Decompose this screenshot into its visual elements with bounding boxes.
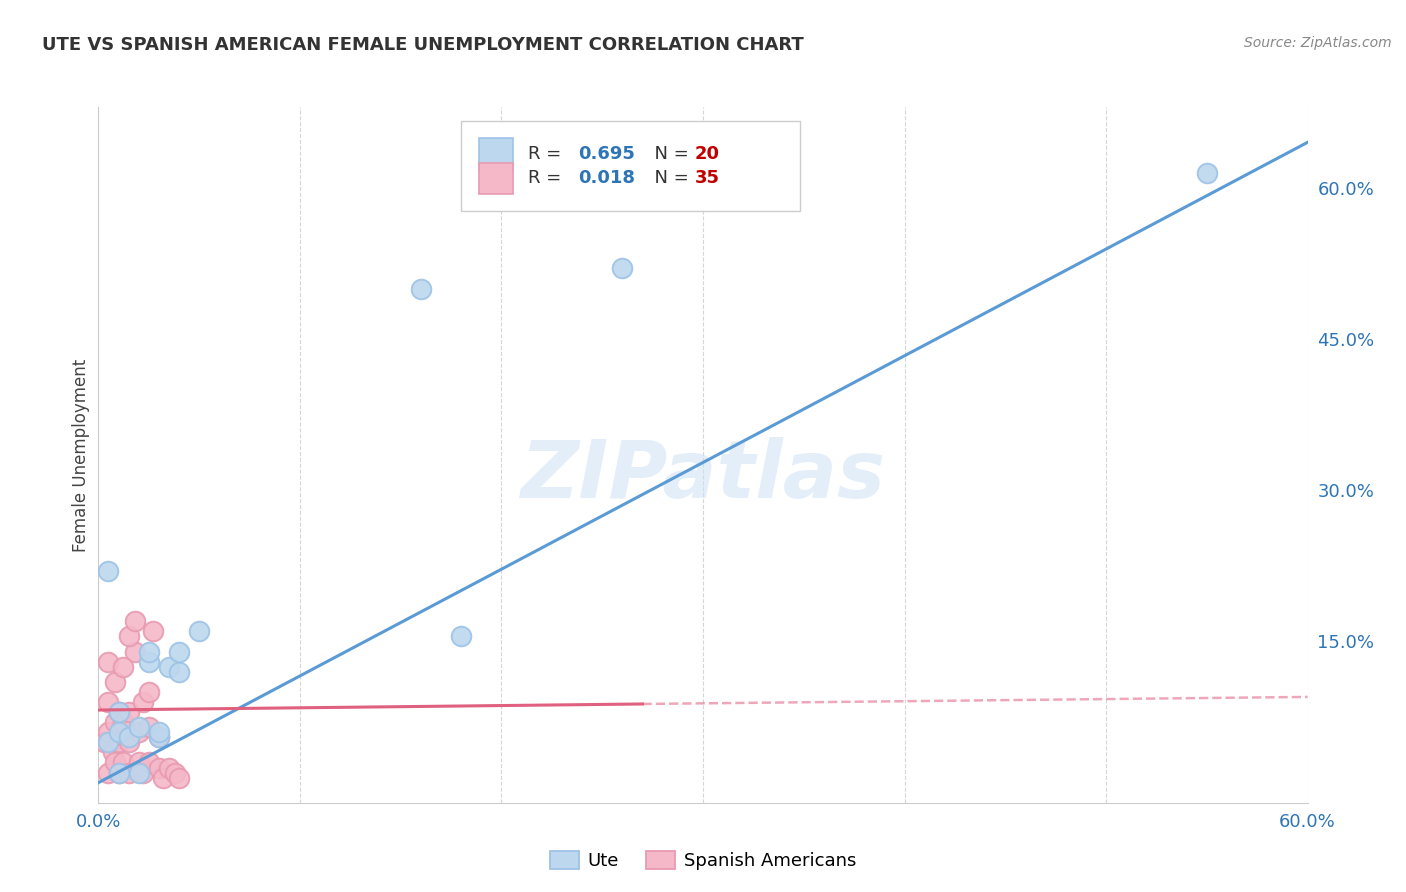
Point: [612, 261, 634, 276]
Point: [97, 655, 120, 669]
Point: [103, 674, 125, 689]
Point: [107, 735, 129, 749]
Point: [97, 564, 120, 578]
Point: [142, 624, 165, 639]
Point: [132, 765, 155, 780]
Point: [148, 731, 170, 745]
Point: [97, 735, 120, 749]
Point: [128, 756, 150, 770]
Point: [103, 715, 125, 730]
Text: 0.018: 0.018: [578, 169, 636, 187]
Text: UTE VS SPANISH AMERICAN FEMALE UNEMPLOYMENT CORRELATION CHART: UTE VS SPANISH AMERICAN FEMALE UNEMPLOYM…: [42, 36, 804, 54]
Point: [124, 644, 146, 658]
FancyBboxPatch shape: [461, 121, 800, 211]
Point: [97, 765, 120, 780]
Text: N =: N =: [643, 169, 695, 187]
Point: [163, 765, 186, 780]
Point: [148, 725, 170, 739]
Point: [148, 760, 170, 774]
Point: [167, 771, 190, 785]
Point: [132, 695, 155, 709]
Text: 20: 20: [695, 145, 720, 163]
Point: [157, 760, 180, 774]
Point: [157, 659, 180, 673]
Point: [138, 655, 160, 669]
Point: [138, 644, 160, 658]
Point: [188, 624, 211, 639]
Point: [124, 615, 146, 629]
Point: [107, 705, 129, 719]
Point: [152, 771, 174, 785]
Text: R =: R =: [527, 145, 567, 163]
Point: [138, 756, 160, 770]
Point: [138, 720, 160, 734]
Text: N =: N =: [643, 145, 695, 163]
Point: [111, 659, 134, 673]
Point: [107, 765, 129, 780]
Point: [118, 629, 141, 643]
Point: [450, 629, 472, 643]
Point: [167, 665, 190, 679]
Text: Source: ZipAtlas.com: Source: ZipAtlas.com: [1244, 36, 1392, 50]
Point: [107, 705, 129, 719]
Point: [148, 731, 170, 745]
Text: ZIPatlas: ZIPatlas: [520, 437, 886, 515]
Point: [128, 720, 150, 734]
Point: [97, 725, 120, 739]
Point: [103, 756, 125, 770]
FancyBboxPatch shape: [479, 138, 513, 169]
Point: [97, 695, 120, 709]
FancyBboxPatch shape: [479, 162, 513, 194]
Point: [128, 725, 150, 739]
Point: [118, 735, 141, 749]
Legend: Ute, Spanish Americans: Ute, Spanish Americans: [543, 844, 863, 877]
Point: [107, 765, 129, 780]
Point: [138, 685, 160, 699]
Text: R =: R =: [527, 169, 567, 187]
Point: [167, 644, 190, 658]
Point: [1195, 165, 1218, 179]
Point: [111, 756, 134, 770]
Y-axis label: Female Unemployment: Female Unemployment: [72, 359, 90, 551]
Text: 0.695: 0.695: [578, 145, 636, 163]
Point: [118, 705, 141, 719]
Point: [93, 735, 115, 749]
Point: [111, 715, 134, 730]
Text: 35: 35: [695, 169, 720, 187]
Point: [118, 765, 141, 780]
Point: [409, 281, 432, 295]
Point: [107, 725, 129, 739]
Point: [128, 765, 150, 780]
Point: [101, 745, 124, 759]
Point: [118, 731, 141, 745]
